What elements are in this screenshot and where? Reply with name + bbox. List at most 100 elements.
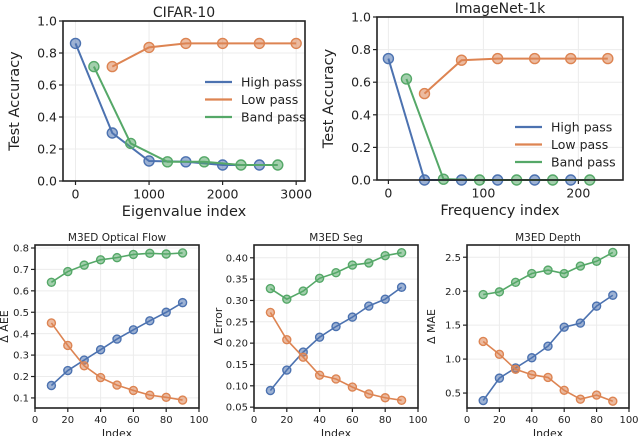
data-point-high — [331, 321, 341, 332]
x-tick-label: 100 — [471, 186, 495, 201]
data-point-high — [177, 297, 188, 308]
data-point-band — [161, 156, 174, 168]
x-tick-label: 100 — [189, 415, 208, 426]
x-tick-label: 0 — [384, 186, 392, 201]
data-point-high — [575, 318, 586, 328]
y-tick-label: 0.6 — [37, 78, 57, 93]
data-point-band — [478, 289, 488, 300]
data-point-band — [145, 248, 155, 259]
data-point-low — [290, 37, 302, 50]
data-point-band — [128, 249, 139, 260]
x-tick-label: 40 — [94, 415, 107, 426]
data-point-band — [608, 247, 618, 258]
data-point-band — [494, 287, 505, 297]
y-tick-label: 0.3 — [13, 351, 29, 362]
y-tick-label: 0.10 — [226, 381, 248, 392]
data-point-band — [575, 261, 586, 271]
data-point-high — [396, 282, 407, 292]
x-tick-label: 60 — [558, 415, 571, 426]
data-point-high — [608, 290, 618, 300]
data-point-band — [314, 273, 325, 283]
x-tick-label: 20 — [493, 415, 506, 426]
legend: High pass Low pass Band pass — [205, 75, 306, 125]
x-tick-label: 0 — [251, 415, 257, 426]
data-point-high — [591, 301, 602, 311]
data-point-band — [527, 268, 537, 279]
data-point-low — [478, 336, 488, 347]
data-point-band — [79, 260, 89, 270]
data-point-high — [216, 159, 229, 171]
data-point-high — [128, 325, 139, 335]
chart-4: 0 20 40 60 80 100 0.05 0.10 0.15 0.20 0.25 0.30 0.35… — [212, 232, 428, 436]
y-axis-label: Δ AEE — [0, 310, 11, 342]
data-point-low — [528, 52, 541, 65]
data-point-low — [282, 335, 292, 345]
data-point-band — [559, 268, 569, 279]
chart-2: 0 100 200 0.0 0.2 0.4 0.6 0.8 1.0 ImageNet-1k Freq… — [321, 1, 624, 219]
data-point-low — [602, 52, 614, 65]
data-point-band — [331, 268, 341, 278]
y-tick-label: 0.0 — [351, 173, 371, 188]
data-point-band — [364, 258, 374, 268]
data-point-high — [347, 312, 358, 322]
plot-frame — [376, 16, 624, 181]
plot-frame — [253, 244, 419, 409]
data-point-low — [364, 389, 374, 399]
data-point-band — [543, 265, 553, 275]
y-tick-label: 0.35 — [226, 275, 248, 286]
x-tick-label: 2000 — [207, 187, 239, 202]
data-point-low — [216, 37, 229, 50]
series-line-low — [111, 42, 297, 68]
data-point-high — [143, 155, 155, 167]
data-point-band — [437, 173, 450, 185]
legend-label-low: Low pass — [241, 92, 298, 107]
y-tick-label: 0.5 — [445, 389, 461, 400]
x-tick-label: 0 — [464, 415, 470, 426]
data-point-high — [494, 373, 505, 383]
x-tick-label: 40 — [525, 415, 538, 426]
y-tick-label: 0.8 — [351, 42, 371, 57]
data-point-low — [527, 370, 537, 380]
data-point-high — [380, 294, 390, 304]
legend: High pass Low pass Band pass — [515, 120, 616, 170]
x-tick-label: 0 — [32, 415, 38, 426]
data-point-band — [63, 266, 73, 277]
chart-1: 0 1000 2000 3000 0.0 0.2 0.4 0.6 0.8 1.0 CIFAR-10 E… — [7, 5, 312, 220]
data-point-high — [265, 385, 276, 396]
y-tick-label: 0.1 — [13, 394, 29, 405]
y-tick-label: 0.25 — [226, 317, 248, 328]
data-point-high — [63, 365, 73, 376]
data-point-high — [382, 52, 395, 65]
data-point-band — [46, 277, 57, 287]
data-point-band — [347, 260, 358, 270]
y-tick-label: 0.15 — [226, 360, 248, 371]
legend-label-high: High pass — [551, 120, 612, 135]
x-axis-label: Index — [533, 427, 564, 436]
plot-frame — [34, 244, 200, 409]
data-point-high — [543, 341, 553, 351]
x-tick-label: 80 — [379, 415, 392, 426]
data-point-high — [145, 316, 155, 326]
x-axis-label: Index — [321, 427, 352, 436]
x-axis-label: Index — [102, 427, 133, 436]
data-point-band — [510, 277, 521, 288]
data-point-low — [575, 394, 586, 404]
data-point-low — [331, 374, 341, 384]
data-point-band — [265, 283, 276, 294]
y-tick-label: 0.20 — [226, 339, 248, 350]
legend-label-low: Low pass — [551, 137, 608, 152]
y-tick-label: 0.8 — [13, 244, 29, 255]
series-line-high — [387, 58, 571, 181]
data-point-low — [608, 396, 618, 406]
x-tick-label: 20 — [280, 415, 293, 426]
y-tick-label: 2.5 — [445, 253, 461, 264]
data-point-low — [396, 395, 407, 406]
data-point-band — [95, 255, 106, 265]
legend-label-band: Band pass — [241, 110, 306, 125]
data-point-high — [314, 332, 325, 342]
data-point-high — [46, 380, 57, 391]
data-point-low — [510, 364, 521, 374]
y-tick-label: 0.0 — [37, 174, 57, 189]
y-tick-label: 0.4 — [37, 110, 57, 125]
